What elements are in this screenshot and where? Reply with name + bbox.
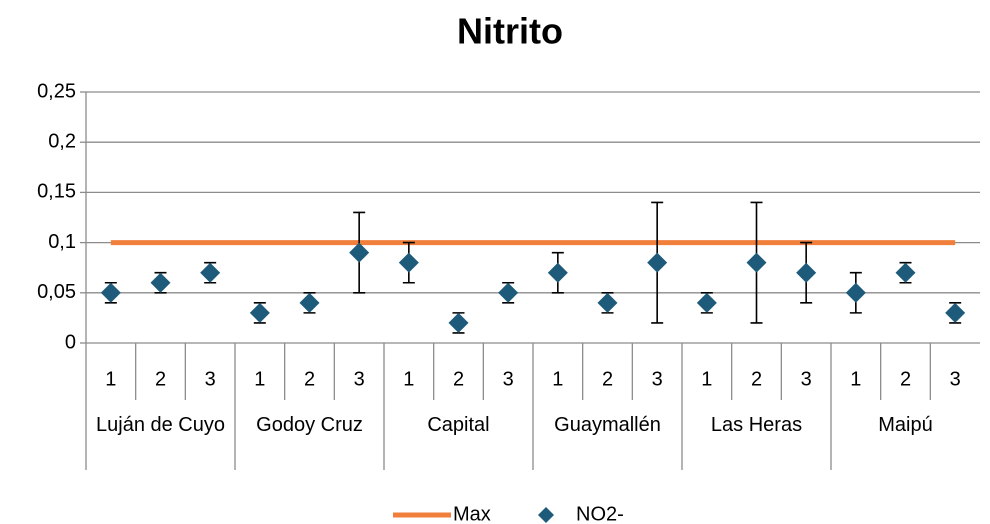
legend-label: NO2- xyxy=(576,503,624,524)
data-point xyxy=(299,292,320,313)
data-point xyxy=(100,282,121,303)
data-point xyxy=(448,312,469,333)
x-tick-label: 1 xyxy=(701,368,712,390)
x-tick-label: 3 xyxy=(950,368,961,390)
x-tick-label: 2 xyxy=(900,368,911,390)
data-point xyxy=(498,282,519,303)
x-tick-label: 2 xyxy=(751,368,762,390)
data-point xyxy=(249,302,270,323)
group-label: Godoy Cruz xyxy=(256,414,363,436)
x-tick-label: 2 xyxy=(155,368,166,390)
y-tick-label: 0,1 xyxy=(48,231,76,253)
group-label: Maipú xyxy=(878,414,933,436)
x-tick-label: 1 xyxy=(105,368,116,390)
data-point xyxy=(945,302,966,323)
y-tick-label: 0 xyxy=(65,331,76,353)
x-tick-label: 2 xyxy=(304,368,315,390)
data-point xyxy=(150,272,171,293)
x-tick-label: 1 xyxy=(850,368,861,390)
legend-label: Max xyxy=(453,503,491,524)
y-tick-label: 0,2 xyxy=(48,130,76,152)
data-point xyxy=(647,252,668,273)
chart-title: Nitrito xyxy=(457,11,563,52)
group-label: Las Heras xyxy=(710,414,803,436)
data-point xyxy=(796,262,817,283)
data-point xyxy=(845,282,866,303)
group-label: Capital xyxy=(427,414,490,436)
group-label: Luján de Cuyo xyxy=(96,414,225,436)
x-tick-label: 1 xyxy=(403,368,414,390)
data-point xyxy=(547,262,568,283)
data-point xyxy=(398,252,419,273)
x-tick-label: 1 xyxy=(552,368,563,390)
x-tick-label: 1 xyxy=(254,368,265,390)
x-tick-label: 3 xyxy=(652,368,663,390)
data-point xyxy=(597,292,618,313)
x-tick-label: 3 xyxy=(801,368,812,390)
group-label: Guaymallén xyxy=(554,414,661,436)
x-tick-label: 3 xyxy=(354,368,365,390)
data-point xyxy=(895,262,916,283)
x-tick-label: 2 xyxy=(453,368,464,390)
data-point xyxy=(200,262,221,283)
y-tick-label: 0,05 xyxy=(37,281,76,303)
x-tick-label: 3 xyxy=(503,368,514,390)
x-tick-label: 2 xyxy=(602,368,613,390)
legend-swatch xyxy=(538,507,554,523)
x-tick-label: 3 xyxy=(205,368,216,390)
y-tick-label: 0,25 xyxy=(37,80,76,102)
data-point xyxy=(696,292,717,313)
data-point xyxy=(349,242,370,263)
data-point xyxy=(746,252,767,273)
y-tick-label: 0,15 xyxy=(37,181,76,203)
